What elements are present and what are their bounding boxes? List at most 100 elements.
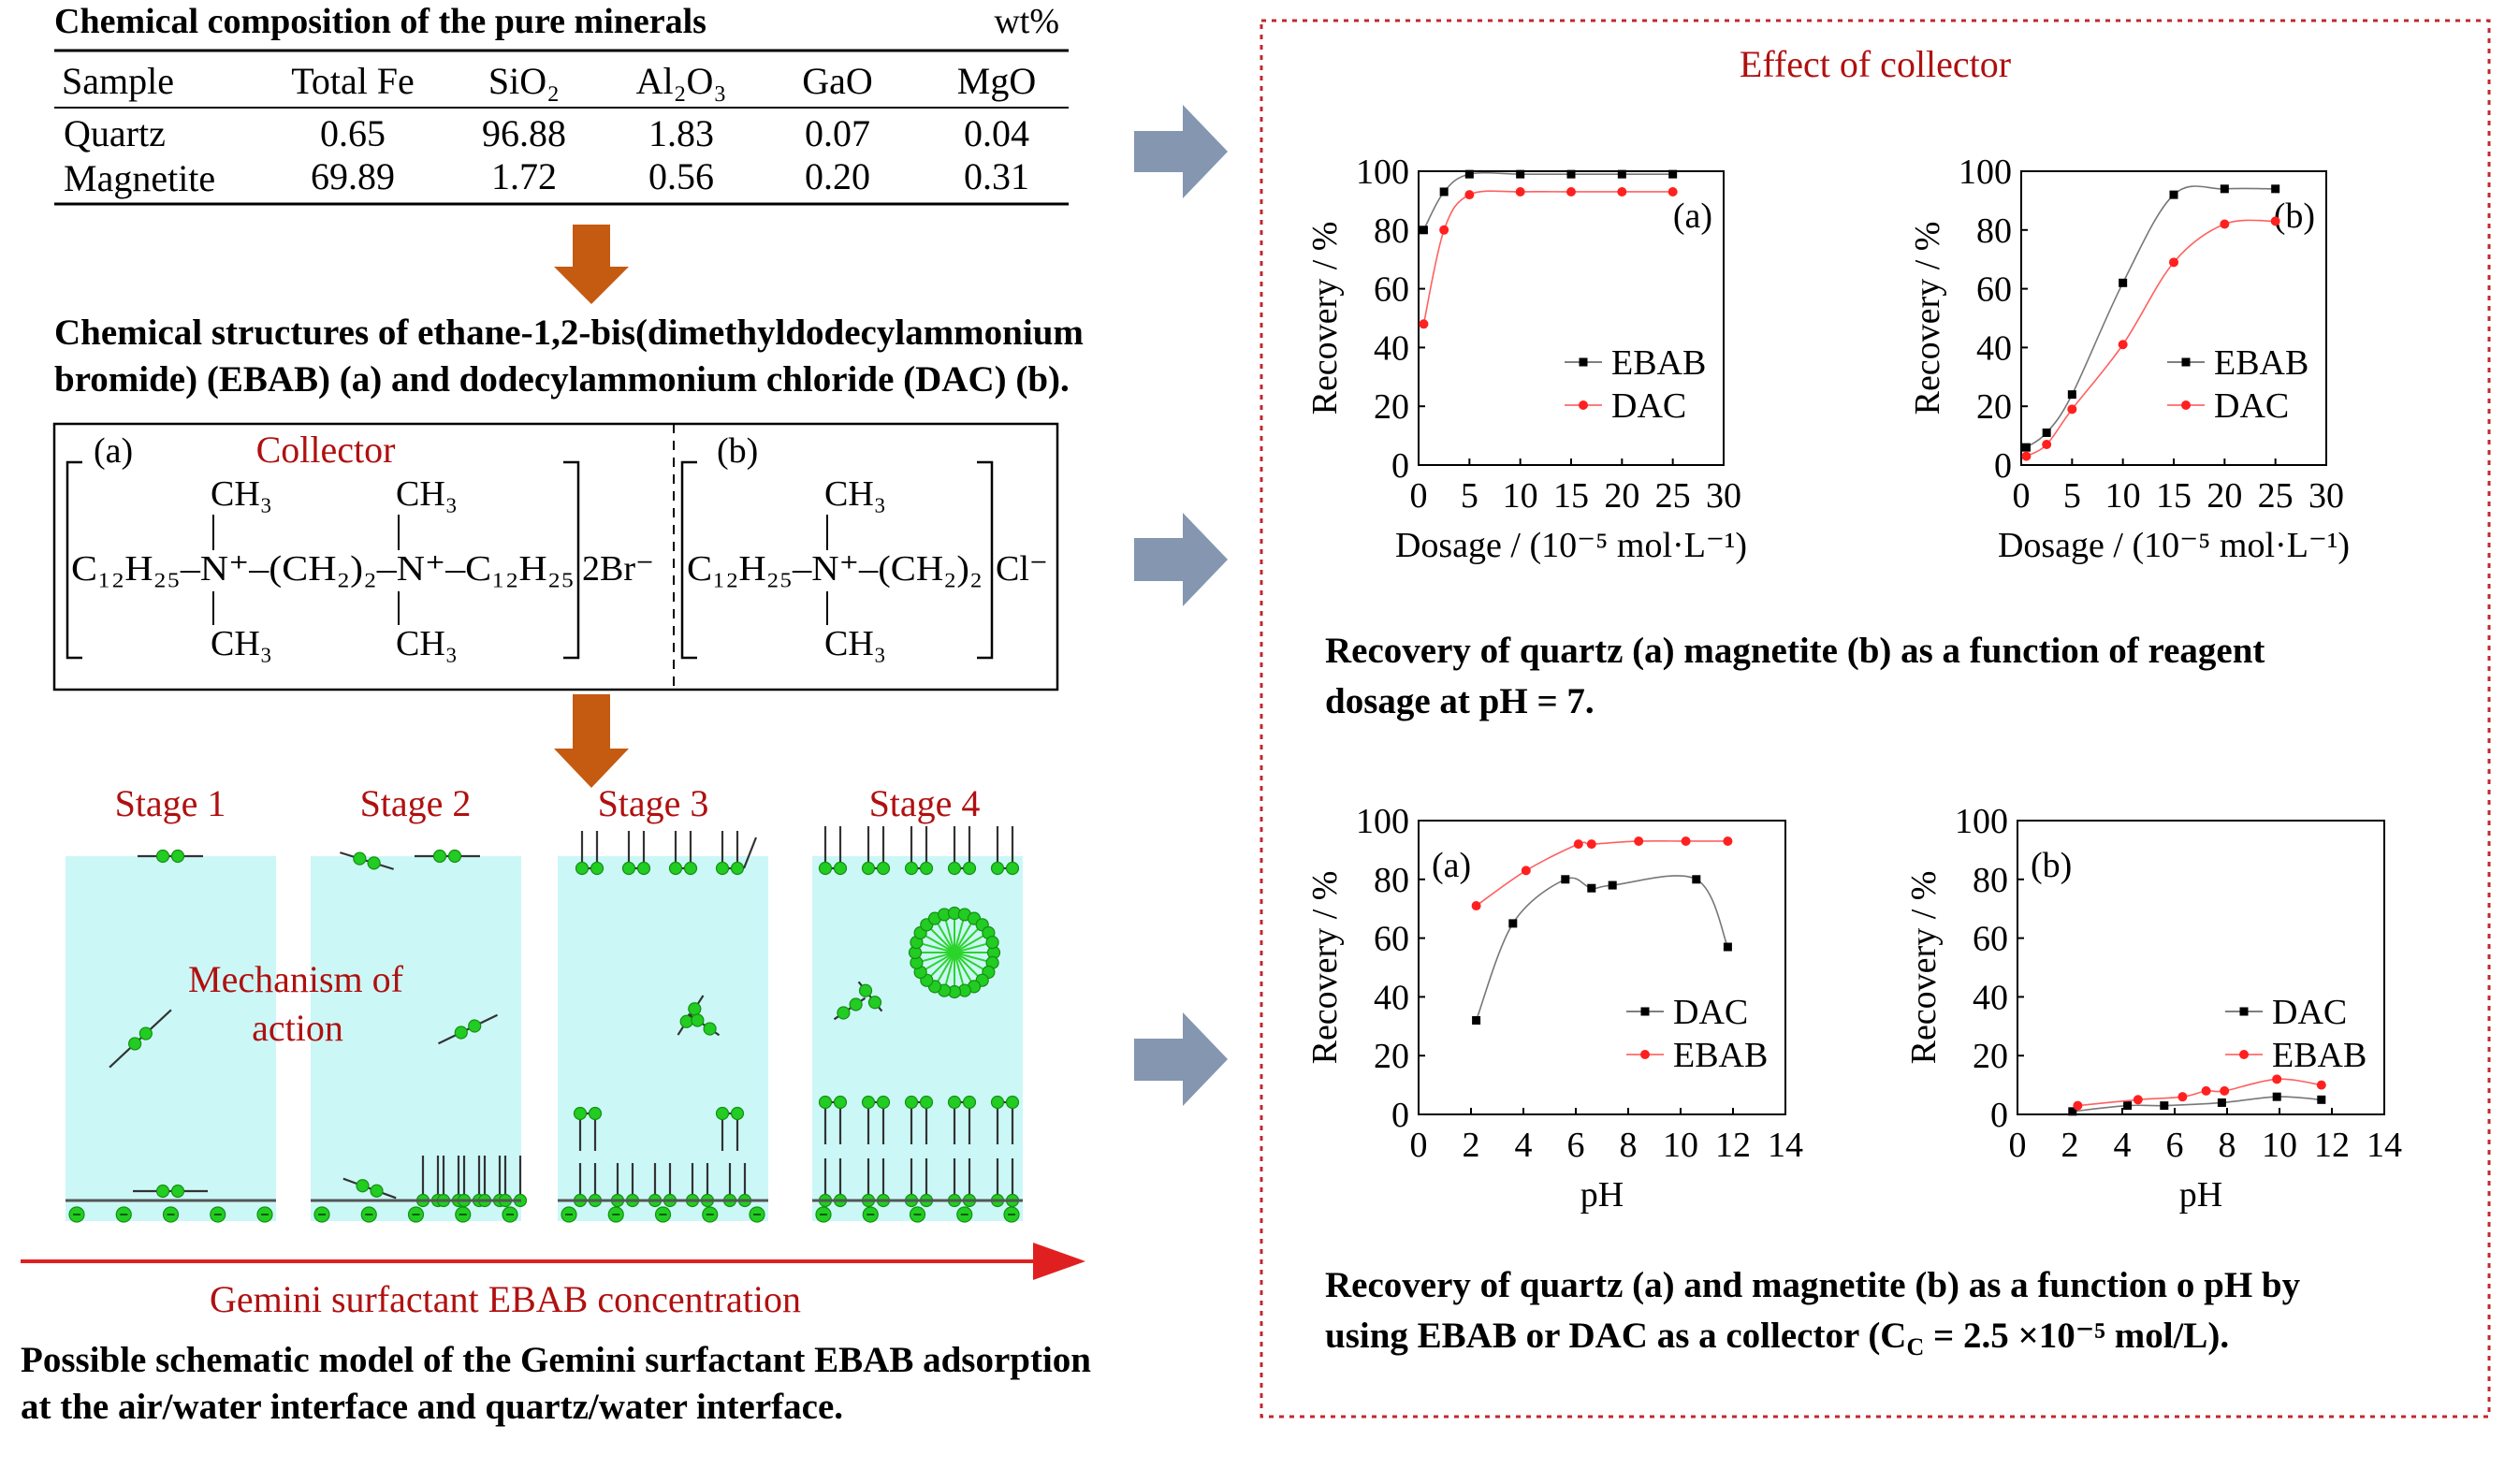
y-tick-label: 20 [1973, 1037, 2008, 1076]
surfactant-head [715, 861, 730, 876]
data-point [2169, 257, 2178, 268]
data-point [2067, 404, 2077, 415]
data-point [1723, 942, 1732, 952]
y-tick-label: 40 [1374, 978, 1409, 1017]
x-tick-label: 5 [2063, 476, 2081, 516]
x-tick-label: 4 [1515, 1126, 1533, 1165]
x-tick-label: 30 [1706, 476, 1741, 516]
x-tick-label: 6 [1567, 1126, 1585, 1165]
y-tick-label: 0 [1990, 1096, 2008, 1135]
surfactant-head [588, 1106, 603, 1121]
surfactant-tail [109, 1009, 172, 1069]
x-tick-label: 10 [1663, 1126, 1698, 1165]
data-point [2270, 216, 2280, 226]
plot-frame [1418, 820, 1786, 1115]
surfactant-head [876, 861, 891, 876]
caption1-line1: Recovery of quartz (a) magnetite (b) as … [1325, 631, 2265, 671]
table-unit: wt% [994, 2, 1059, 41]
y-tick-label: 20 [1374, 1037, 1409, 1076]
dac-formula: C₁₂H₂₅–N⁺–(CH₂)₂ [687, 549, 983, 589]
table-cell: 0.04 [964, 112, 1029, 154]
x-tick-label: 10 [2105, 476, 2141, 516]
x-tick-label: 2 [1463, 1126, 1480, 1165]
table-header-sio2: SiO₂ [488, 60, 560, 102]
data-point [2217, 1098, 2226, 1107]
micelle-tail [954, 942, 989, 953]
data-point [2133, 1095, 2143, 1105]
surfactant-head [691, 1013, 705, 1027]
legend-label: EBAB [2214, 343, 2308, 383]
label-a: (a) [94, 431, 133, 471]
panel-label: (b) [2031, 846, 2072, 885]
water-panel-stage4 [812, 856, 1023, 1221]
surfactant-head [636, 861, 651, 876]
data-point [1419, 319, 1429, 329]
right-arrow-icon [1134, 513, 1228, 606]
x-tick-label: 0 [1410, 476, 1428, 516]
surfactant-head [703, 1022, 717, 1036]
data-point [2042, 428, 2051, 437]
surfactant-head [985, 936, 999, 950]
micelle-tail [920, 952, 955, 963]
y-tick-label: 20 [1374, 387, 1409, 427]
data-point [1692, 875, 1701, 884]
data-point [1587, 883, 1596, 893]
surfactant-head [590, 861, 604, 876]
right-arrow-icon [1134, 105, 1228, 198]
x-tick-label: 10 [2262, 1126, 2297, 1165]
surfactant-head [683, 861, 698, 876]
data-point [1668, 186, 1678, 196]
data-point [1439, 225, 1449, 235]
data-point [1464, 190, 1475, 200]
plot-frame [2017, 820, 2385, 1115]
legend-label: EBAB [1673, 1036, 1768, 1075]
y-tick-label: 40 [1976, 328, 2012, 368]
micelle-tail [954, 952, 981, 979]
legend-label: EBAB [2272, 1036, 2367, 1075]
micelle-tail [954, 934, 986, 953]
y-tick-label: 80 [1973, 861, 2008, 900]
data-point [1573, 839, 1583, 850]
surfactant-head [833, 861, 848, 876]
data-point [1472, 1016, 1481, 1026]
x-tick-label: 12 [2314, 1126, 2350, 1165]
table-cell: 0.31 [964, 155, 1029, 197]
micelle-tail [954, 952, 986, 971]
micelle-tail [920, 942, 955, 953]
surfactant-head [904, 861, 919, 876]
y-tick-label: 100 [1959, 153, 2012, 192]
surfactant-head [962, 861, 977, 876]
data-point [2118, 340, 2128, 350]
mechanism-label-line1: Mechanism of [188, 958, 404, 1000]
micelle-tail [954, 952, 989, 963]
micelle-tail [954, 921, 973, 953]
surfactant-head [730, 1106, 745, 1121]
surfactant-head [858, 983, 873, 997]
legend-marker [1640, 1007, 1650, 1016]
data-point [1521, 866, 1531, 876]
table-header-gao: GaO [802, 60, 873, 102]
table-cell: 0.65 [320, 112, 386, 154]
micelle-tail [944, 918, 955, 953]
table-cell: Quartz [64, 112, 166, 154]
data-point [1419, 226, 1428, 235]
caption2-main: using EBAB or DAC as a collector (C [1325, 1316, 1906, 1356]
legend-marker [2181, 400, 2191, 410]
bracket-left [680, 460, 697, 660]
surfactant-head [990, 1095, 1005, 1110]
legend-marker [1579, 400, 1588, 410]
x-tick-label: 15 [2156, 476, 2192, 516]
x-tick-label: 4 [2114, 1126, 2132, 1165]
x-axis-label: pH [1580, 1175, 1624, 1215]
surfactant-head [370, 1184, 384, 1198]
surfactant-head [575, 861, 590, 876]
surfactant-head [155, 1184, 170, 1199]
table-cell: 0.20 [805, 155, 870, 197]
data-point [1668, 169, 1678, 179]
structures-box: (a) Collector (b) CH₃ CH₃ C₁₂H₂₅–N⁺–(CH₂… [52, 422, 1059, 691]
x-axis-label: pH [2179, 1175, 2222, 1215]
micelle-tail [928, 952, 955, 979]
y-axis-label: Recovery / % [1904, 871, 1944, 1065]
data-point [2177, 1092, 2188, 1102]
